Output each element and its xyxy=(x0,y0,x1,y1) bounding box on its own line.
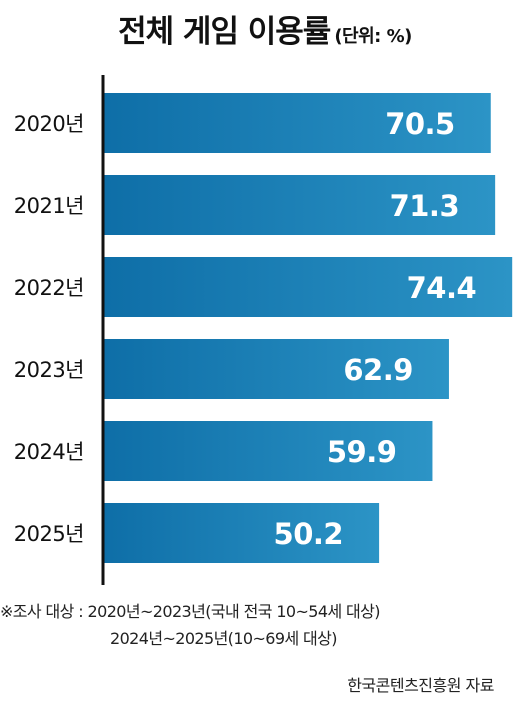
note-line-1: ※조사 대상 : 2020년~2023년(국내 전국 10~54세 대상) xyxy=(0,602,381,621)
unit-label: (단위: %) xyxy=(334,26,412,47)
chart-title-row: 전체 게임 이용률 (단위: %) xyxy=(0,6,530,51)
survey-notes: ※조사 대상 : 2020년~2023년(국내 전국 10~54세 대상) 20… xyxy=(0,598,381,652)
bar-2020년 xyxy=(103,93,491,153)
bar-2024년 xyxy=(103,421,433,481)
category-label: 2024년 xyxy=(14,440,84,464)
bar-2021년 xyxy=(103,175,496,235)
value-label: 70.5 xyxy=(385,107,455,141)
category-label: 2022년 xyxy=(14,276,84,300)
value-label: 74.4 xyxy=(407,271,477,305)
chart-title: 전체 게임 이용률 xyxy=(118,14,331,50)
bar-2023년 xyxy=(103,339,449,399)
source-credit: 한국콘텐츠진흥원 자료 xyxy=(347,676,494,695)
category-label: 2020년 xyxy=(14,112,84,136)
category-label: 2025년 xyxy=(14,522,84,546)
bar-chart: 2020년 70.5 2021년 71.3 2022년 74.4 2023년 62.9 2024… xyxy=(14,75,513,585)
value-label: 50.2 xyxy=(274,517,344,551)
bar-2022년 xyxy=(103,257,513,317)
bar-2025년 xyxy=(103,503,380,563)
value-label: 59.9 xyxy=(327,435,397,469)
value-label: 62.9 xyxy=(343,353,413,387)
value-label: 71.3 xyxy=(390,189,460,223)
note-line-2: 2024년~2025년(10~69세 대상) xyxy=(110,629,338,648)
category-label: 2021년 xyxy=(14,194,84,218)
category-label: 2023년 xyxy=(14,358,84,382)
